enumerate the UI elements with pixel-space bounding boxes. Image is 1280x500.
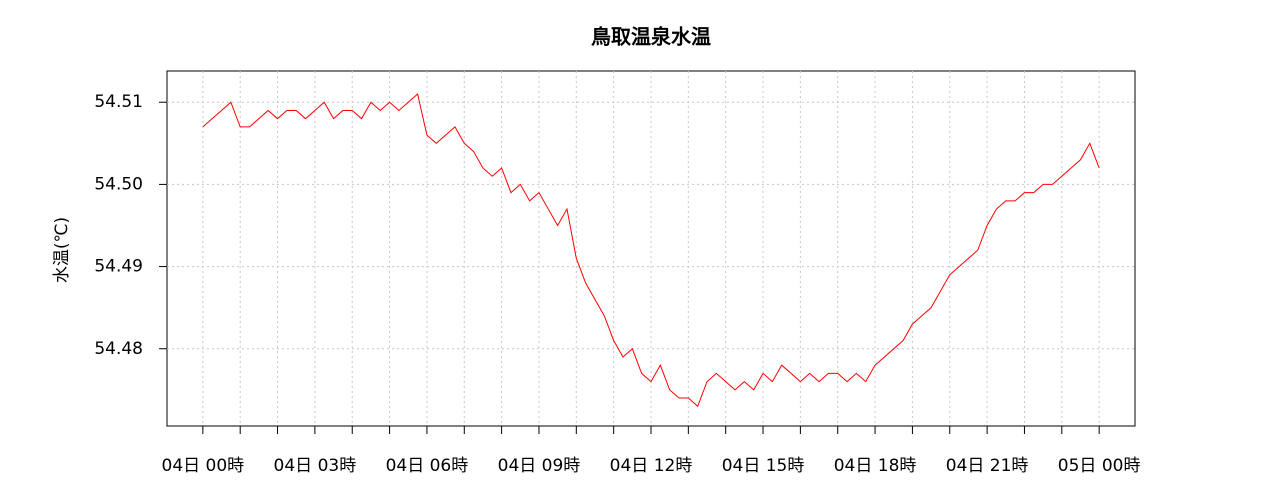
x-tick-label: 04日 18時: [834, 456, 917, 476]
data-line: [202, 93, 1100, 408]
chart-title: 鳥取温泉水温: [591, 25, 711, 49]
x-tick-label: 04日 15時: [722, 456, 805, 476]
x-tick-label: 04日 21時: [946, 456, 1029, 476]
x-tick-label: 04日 12時: [610, 456, 693, 476]
x-tick-label: 04日 00時: [162, 456, 245, 476]
y-tick-label: 54.51: [94, 92, 143, 112]
x-tick-label: 05日 00時: [1058, 456, 1141, 476]
y-axis-label: 水温(℃): [52, 217, 72, 283]
y-tick-label: 54.48: [94, 339, 143, 359]
x-tick-label: 04日 06時: [386, 456, 469, 476]
x-tick-label: 04日 03時: [274, 456, 357, 476]
y-tick-label: 54.49: [94, 257, 143, 277]
x-tick-label: 04日 09時: [498, 456, 581, 476]
y-tick-label: 54.50: [94, 174, 143, 194]
